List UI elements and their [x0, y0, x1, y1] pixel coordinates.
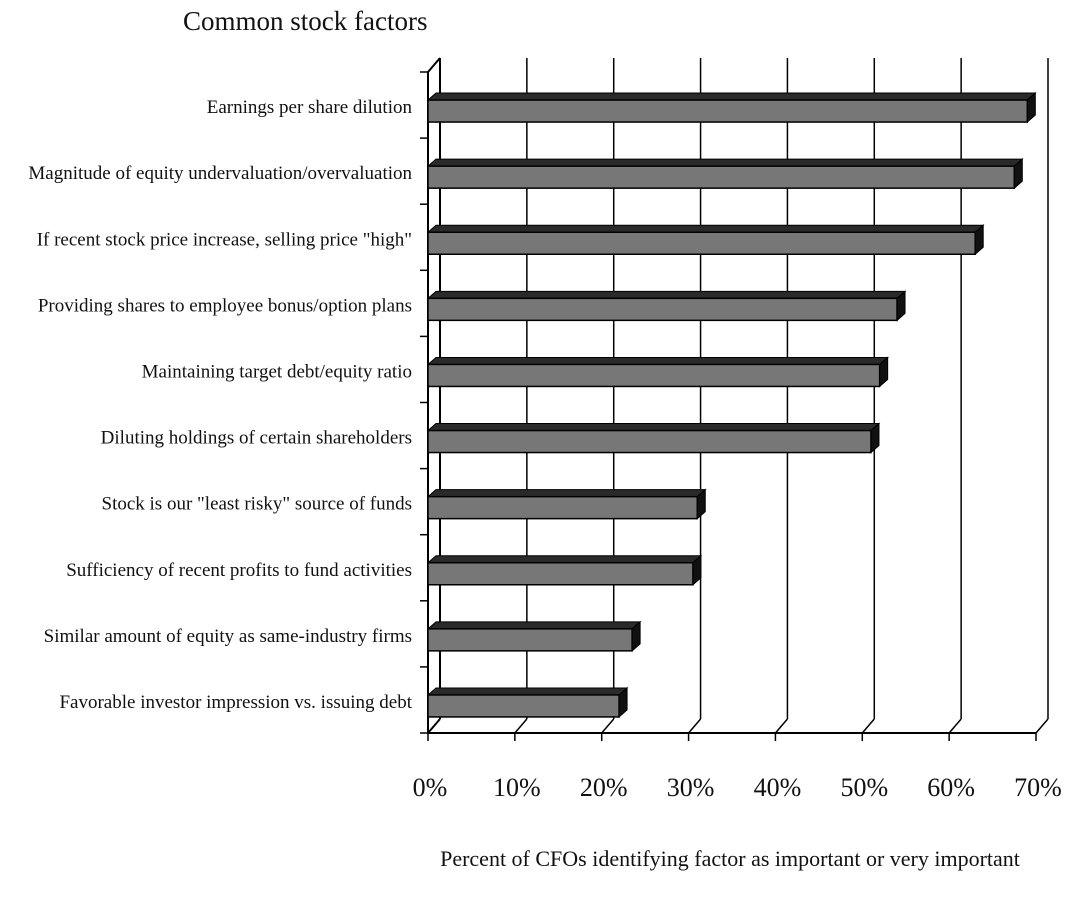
bar-top-face	[426, 687, 629, 696]
x-tick-label: 10%	[493, 773, 541, 802]
x-tick-label: 40%	[754, 773, 802, 802]
x-axis-label: Percent of CFOs identifying factor as im…	[440, 846, 1020, 871]
category-labels: Earnings per share dilution Magnitude of …	[28, 97, 412, 713]
floor-gridline	[601, 718, 615, 734]
x-tick-label: 0%	[413, 773, 448, 802]
bar-front-face	[427, 628, 633, 652]
bar-top-face	[426, 158, 1024, 167]
x-tick-labels: 0% 10% 20% 30% 40% 50% 60% 70%	[413, 773, 1062, 802]
wall-top-edge	[427, 57, 441, 73]
bar	[426, 488, 707, 520]
x-tick-label: 60%	[927, 773, 975, 802]
category-label: Earnings per share dilution	[207, 97, 413, 118]
category-label: Sufficiency of recent profits to fund ac…	[66, 560, 412, 581]
bar-front-face	[427, 562, 694, 586]
bar-top-face	[426, 290, 907, 299]
bar-top-face	[426, 489, 707, 498]
chart-title: Common stock factors	[183, 6, 428, 36]
category-label: Providing shares to employee bonus/optio…	[38, 295, 412, 316]
floor-gridline	[688, 718, 702, 734]
bar-end-face	[692, 554, 702, 586]
bar-end-face	[1026, 91, 1036, 124]
category-label: Favorable investor impression vs. issuin…	[59, 692, 412, 713]
bar-top-face	[426, 555, 703, 564]
bar-front-face	[427, 99, 1029, 123]
floor-gridline	[861, 718, 875, 734]
bar	[426, 158, 1024, 190]
bar	[426, 686, 629, 719]
category-label: Maintaining target debt/equity ratio	[142, 361, 412, 382]
category-label: Similar amount of equity as same-industr…	[44, 626, 412, 647]
floor-gridline	[1035, 718, 1049, 734]
bar-top-face	[426, 92, 1037, 101]
bar-end-face	[631, 620, 641, 652]
floor-left-edge	[427, 718, 441, 734]
category-label: Magnitude of equity undervaluation/overv…	[28, 163, 412, 184]
bar	[426, 620, 642, 652]
bar-front-face	[427, 495, 699, 520]
bar-top-face	[426, 356, 889, 365]
category-label: Stock is our "least risky" source of fun…	[102, 494, 413, 515]
bar-end-face	[870, 422, 880, 454]
bar-end-face	[618, 686, 628, 719]
bar-front-face	[427, 297, 898, 322]
bar-front-face	[427, 231, 976, 255]
bar-front-face	[427, 165, 1016, 189]
bar	[426, 356, 889, 388]
floor-gridline	[774, 718, 788, 734]
bar-front-face	[427, 363, 881, 388]
bar-end-face	[696, 488, 706, 520]
bar	[426, 91, 1037, 124]
x-tick-label: 30%	[667, 773, 715, 802]
bar-end-face	[896, 290, 906, 322]
bar-top-face	[426, 621, 642, 630]
bar-end-face	[1013, 158, 1023, 190]
bars-layer	[426, 91, 1037, 719]
x-tick-label: 20%	[580, 773, 628, 802]
bar	[426, 224, 985, 256]
bar	[426, 290, 907, 322]
bar-end-face	[974, 224, 984, 256]
bar-top-face	[426, 423, 881, 432]
bar-end-face	[879, 356, 889, 388]
floor-gridline	[948, 718, 962, 734]
floor-gridline	[514, 718, 528, 734]
x-tick-label: 50%	[840, 773, 888, 802]
bar-front-face	[427, 429, 872, 454]
bar	[426, 554, 703, 586]
category-label: If recent stock price increase, selling …	[37, 229, 412, 250]
bar-top-face	[426, 224, 985, 233]
bar	[426, 422, 881, 454]
category-label: Diluting holdings of certain shareholder…	[101, 428, 412, 449]
bar-front-face	[427, 694, 620, 718]
x-tick-label: 70%	[1014, 773, 1062, 802]
